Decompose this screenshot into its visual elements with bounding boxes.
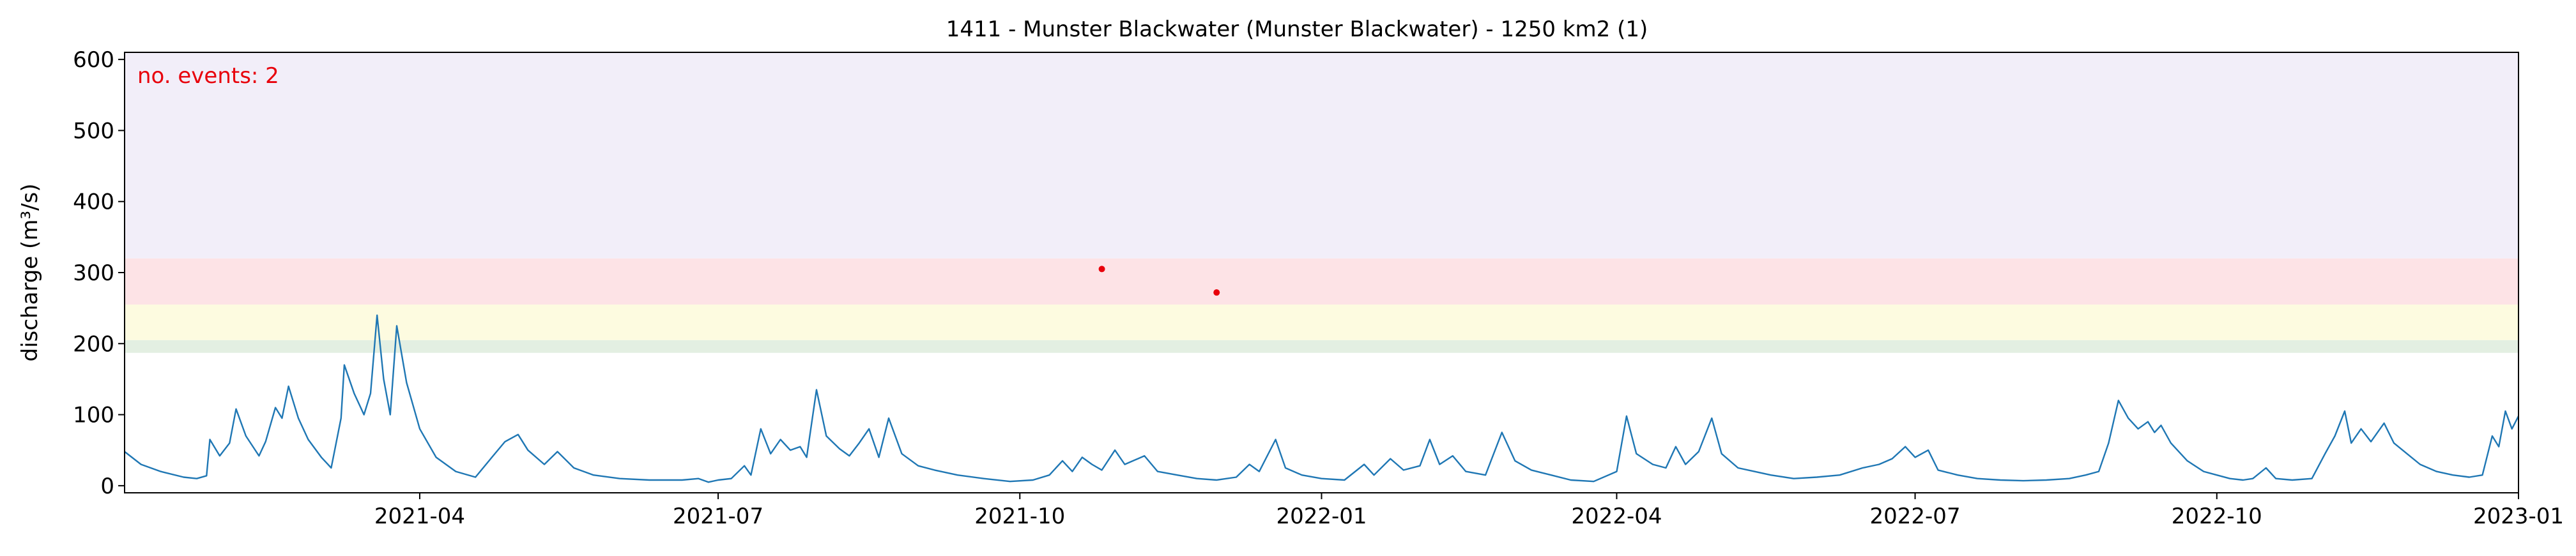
threshold-band bbox=[125, 340, 2518, 353]
discharge-series-line bbox=[124, 314, 2520, 483]
y-tick-label: 400 bbox=[73, 190, 114, 215]
y-tick-label: 300 bbox=[73, 260, 114, 286]
y-tick-label: 100 bbox=[73, 403, 114, 428]
y-axis-label: discharge (m³/s) bbox=[17, 184, 43, 362]
x-tick-label: 2023-01 bbox=[2473, 504, 2564, 529]
y-axis: 0 100 200 300 400 500 600 bbox=[73, 47, 125, 499]
threshold-band bbox=[125, 258, 2518, 305]
x-tick-label: 2022-01 bbox=[1276, 504, 1367, 529]
event-marker bbox=[1098, 266, 1105, 273]
x-tick-label: 2022-07 bbox=[1870, 504, 1961, 529]
x-tick-label: 2021-10 bbox=[974, 504, 1065, 529]
x-tick-label: 2022-04 bbox=[1571, 504, 1662, 529]
chart-title: 1411 - Munster Blackwater (Munster Black… bbox=[946, 17, 1648, 42]
threshold-bands bbox=[125, 52, 2518, 353]
threshold-band bbox=[125, 304, 2518, 340]
threshold-band bbox=[125, 52, 2518, 259]
x-axis: 2021-04 2021-07 2021-10 2022-01 2022-04 2022-… bbox=[374, 493, 2564, 529]
x-tick-label: 2021-07 bbox=[673, 504, 763, 529]
y-tick-label: 0 bbox=[100, 474, 114, 499]
y-tick-label: 500 bbox=[73, 118, 114, 144]
x-tick-label: 2022-10 bbox=[2172, 504, 2262, 529]
event-marker bbox=[1213, 289, 1220, 296]
series-lines bbox=[124, 314, 2520, 483]
y-tick-label: 200 bbox=[73, 331, 114, 357]
y-tick-label: 600 bbox=[73, 47, 114, 73]
x-tick-label: 2021-04 bbox=[374, 504, 465, 529]
event-count-annotation: no. events: 2 bbox=[137, 63, 279, 89]
event-markers bbox=[1098, 266, 1220, 296]
